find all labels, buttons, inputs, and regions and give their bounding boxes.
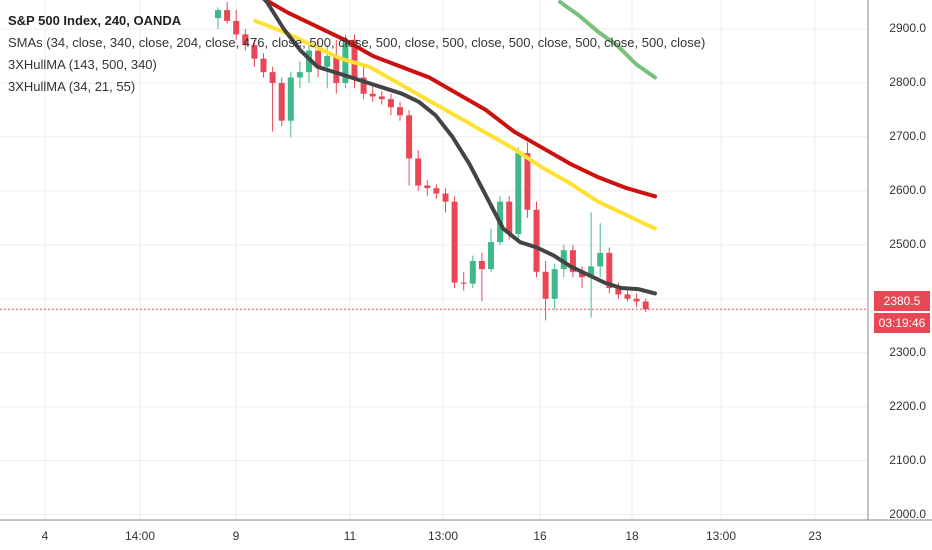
- countdown-label: 03:19:46: [874, 313, 930, 333]
- candle-body: [269, 72, 276, 83]
- candle-body: [569, 250, 576, 272]
- x-tick-label: 13:00: [427, 529, 459, 543]
- y-tick-label: 2900.0: [889, 20, 926, 35]
- candle-body: [378, 96, 385, 100]
- candle-body: [469, 261, 476, 284]
- x-tick-label: 13:00: [705, 529, 737, 543]
- legend-sma: SMAs (34, close, 340, close, 204, close,…: [8, 35, 706, 50]
- candle-body: [406, 115, 413, 159]
- legend-hullma-1: 3XHullMA (143, 500, 340): [8, 57, 157, 72]
- candle-body: [397, 107, 403, 116]
- y-tick-label: 2200.0: [889, 398, 926, 413]
- x-tick-label: 9: [232, 529, 240, 543]
- candle-body: [360, 77, 367, 94]
- x-tick-label: 4: [41, 529, 49, 543]
- candle-body: [351, 39, 358, 78]
- y-tick-label: 2000.0: [889, 506, 926, 521]
- y-tick-label: 2300.0: [889, 344, 926, 359]
- candle-body: [315, 50, 322, 67]
- candle-body: [551, 269, 558, 299]
- candle-body: [224, 10, 231, 21]
- candle-body: [542, 271, 549, 299]
- candle-body: [633, 298, 640, 302]
- yellow-ma-line: [253, 18, 657, 231]
- y-tick-label: 2800.0: [889, 74, 926, 89]
- candle-body: [415, 158, 422, 186]
- candle-body: [324, 55, 331, 67]
- candle-body: [242, 34, 249, 46]
- x-tick-label: 11: [343, 529, 357, 543]
- candle-body: [533, 209, 540, 272]
- red-ma-line: [261, 0, 657, 199]
- candle-body: [333, 55, 340, 83]
- legend-hullma-2: 3XHullMA (34, 21, 55): [8, 79, 136, 94]
- candle-body: [251, 45, 258, 59]
- y-tick-label: 2100.0: [889, 452, 926, 467]
- candle-body: [278, 82, 285, 121]
- candle-body: [424, 185, 431, 189]
- x-tick-label: 16: [533, 529, 547, 543]
- candle-body: [642, 301, 649, 310]
- y-tick-label: 2700.0: [889, 128, 926, 143]
- chart-legend: S&P 500 Index, 240, OANDA SMAs (34, clos…: [8, 10, 705, 98]
- y-tick-label: 2500.0: [889, 236, 926, 251]
- legend-title: S&P 500 Index, 240, OANDA: [8, 13, 182, 28]
- candle-body: [287, 77, 294, 121]
- candle-body: [597, 252, 604, 267]
- candle-body: [515, 153, 522, 235]
- x-tick-label: 14:00: [124, 529, 156, 543]
- candle-body: [460, 282, 467, 284]
- y-tick-label: 2600.0: [889, 182, 926, 197]
- candle-body: [296, 72, 303, 78]
- last-price-label: 2380.5: [874, 291, 930, 311]
- black-ma-line: [262, 0, 657, 296]
- candle-body: [488, 242, 494, 270]
- candle-body: [451, 201, 458, 283]
- candle-body: [524, 153, 531, 210]
- candle-body: [478, 261, 485, 270]
- candle-body: [387, 99, 394, 108]
- candle-body: [615, 287, 622, 295]
- candle-body: [624, 294, 631, 299]
- candle-body: [215, 10, 221, 19]
- candle-body: [442, 193, 449, 202]
- candle-body: [606, 252, 613, 288]
- x-tick-label: 23: [808, 529, 822, 543]
- x-tick-label: 18: [625, 529, 639, 543]
- candle-body: [369, 93, 376, 97]
- candle-body: [506, 201, 513, 235]
- candle-body: [233, 20, 240, 35]
- candle-body: [260, 58, 267, 73]
- candle-body: [433, 188, 440, 194]
- candle-body: [579, 271, 585, 278]
- candle-body: [588, 266, 595, 278]
- green-ma-line: [558, 0, 657, 80]
